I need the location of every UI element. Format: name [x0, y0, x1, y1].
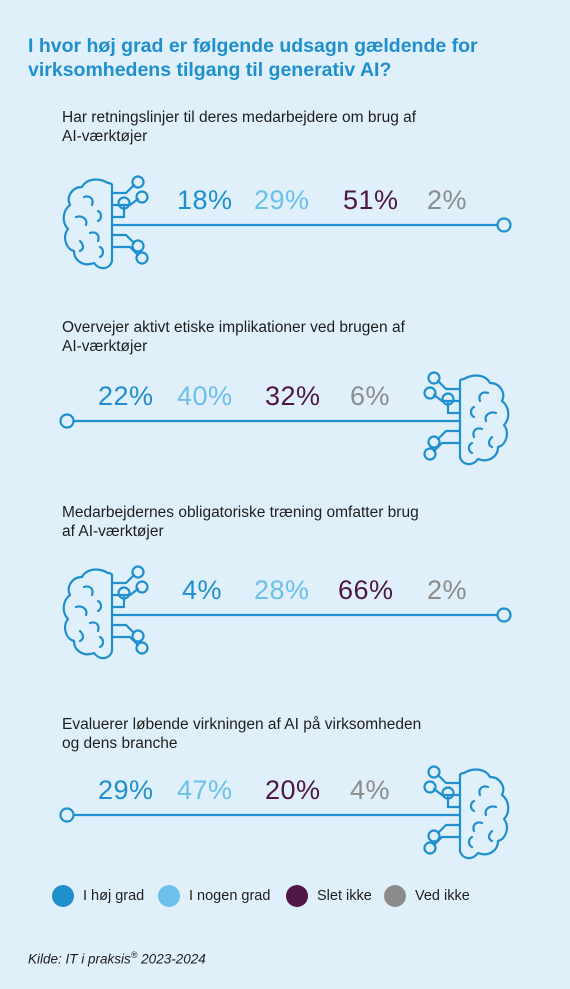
legend-swatch [158, 885, 180, 907]
value-i-nogen-grad: 47% [177, 775, 233, 805]
row-graphic-4 [59, 765, 510, 860]
source-note: Kilde: IT i praksis® 2023-2024 [28, 950, 206, 967]
legend-label: Slet ikke [317, 888, 372, 904]
value-slet-ikke: 20% [265, 775, 321, 805]
source-text: Kilde: IT i praksis [28, 951, 131, 967]
legend-item: I høj grad [52, 885, 144, 907]
value-i-nogen-grad: 40% [177, 381, 233, 411]
row-graphic-2 [59, 371, 510, 466]
value-slet-ikke: 32% [265, 381, 321, 411]
registered-mark: ® [130, 950, 138, 960]
brain-circuit-icon [62, 565, 149, 660]
line-end-node [496, 607, 512, 623]
statement-2: Overvejer aktivt etiske implikationer ve… [62, 319, 405, 355]
legend-item: I nogen grad [158, 885, 270, 907]
legend-label: Ved ikke [415, 888, 470, 904]
statement-4: Evaluerer løbende virkningen af AI på vi… [62, 716, 422, 752]
brain-circuit-icon [62, 175, 149, 270]
legend-swatch [384, 885, 406, 907]
value-slet-ikke: 66% [338, 575, 394, 605]
legend: I høj grad I nogen grad Slet ikke Ved ikke [0, 885, 570, 915]
value-i-høj-grad: 18% [177, 185, 233, 215]
value-ved-ikke: 4% [350, 775, 391, 805]
value-i-høj-grad: 22% [98, 381, 154, 411]
value-i-høj-grad: 4% [182, 575, 223, 605]
line-end-node [496, 217, 512, 233]
line-end-node [59, 807, 75, 823]
row-graphic-3 [62, 565, 512, 660]
brain-circuit-icon [423, 765, 510, 860]
brain-circuit-icon [423, 371, 510, 466]
statement-1: Har retningslinjer til deres medarbejder… [62, 109, 417, 145]
source-year: 2023-2024 [137, 951, 206, 967]
chart-title: I hvor høj grad er følgende udsagn gælde… [28, 35, 478, 81]
value-ved-ikke: 2% [427, 575, 468, 605]
line-end-node [59, 413, 75, 429]
value-ved-ikke: 6% [350, 381, 391, 411]
legend-swatch [52, 885, 74, 907]
legend-label: I nogen grad [189, 888, 271, 904]
value-slet-ikke: 51% [343, 185, 399, 215]
legend-item: Ved ikke [384, 885, 470, 907]
value-i-høj-grad: 29% [98, 775, 154, 805]
statement-3: Medarbejdernes obligatoriske træning omf… [62, 504, 419, 540]
value-i-nogen-grad: 28% [254, 575, 310, 605]
value-i-nogen-grad: 29% [254, 185, 310, 215]
legend-label: I høj grad [83, 888, 145, 904]
row-graphic-1 [62, 175, 512, 270]
legend-swatch [286, 885, 308, 907]
legend-item: Slet ikke [286, 885, 372, 907]
value-ved-ikke: 2% [427, 185, 468, 215]
